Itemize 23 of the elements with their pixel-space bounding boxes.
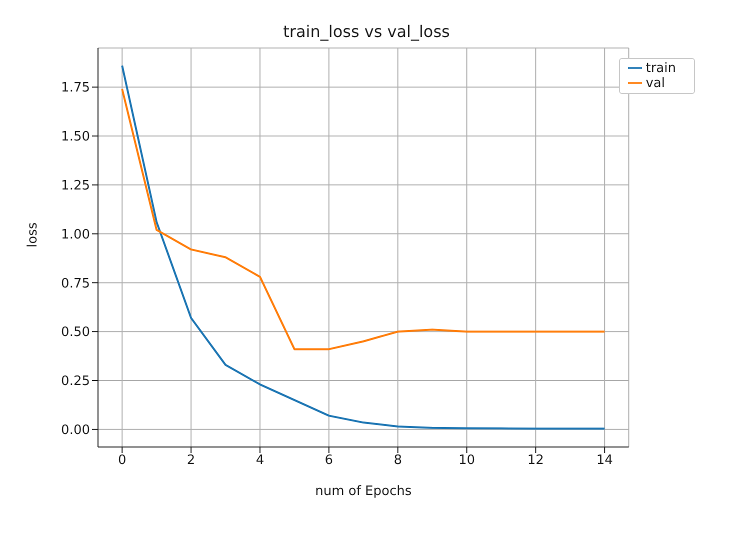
y-axis-title: loss [26,222,41,248]
x-tick-label: 14 [596,453,613,468]
y-tick-label: 1.25 [61,178,90,194]
line-series [121,88,606,350]
x-tick-label: 10 [458,453,476,468]
y-tick-label: 0.25 [61,374,90,390]
x-tick-label: 0 [118,453,126,468]
x-tick-label: 12 [527,453,544,468]
y-tick-label: 1.75 [61,80,90,96]
line-series [121,64,606,430]
x-tick-label: 4 [256,453,264,468]
x-tick-label: 2 [186,453,196,468]
x-axis-title: num of Epochs [315,484,412,499]
chart-title: train_loss vs val_loss [282,22,451,41]
x-tick-label: 8 [394,453,402,468]
y-tick-label: 0.75 [61,276,90,292]
y-tick-label: 0.50 [61,325,90,340]
y-tick-label: 1.00 [61,227,90,242]
x-tick-label: 6 [324,453,334,468]
y-tick-label: 1.50 [61,130,90,145]
legend-label: train [646,61,676,76]
legend-label: val [646,76,666,91]
y-tick-label: 0.00 [61,423,90,438]
